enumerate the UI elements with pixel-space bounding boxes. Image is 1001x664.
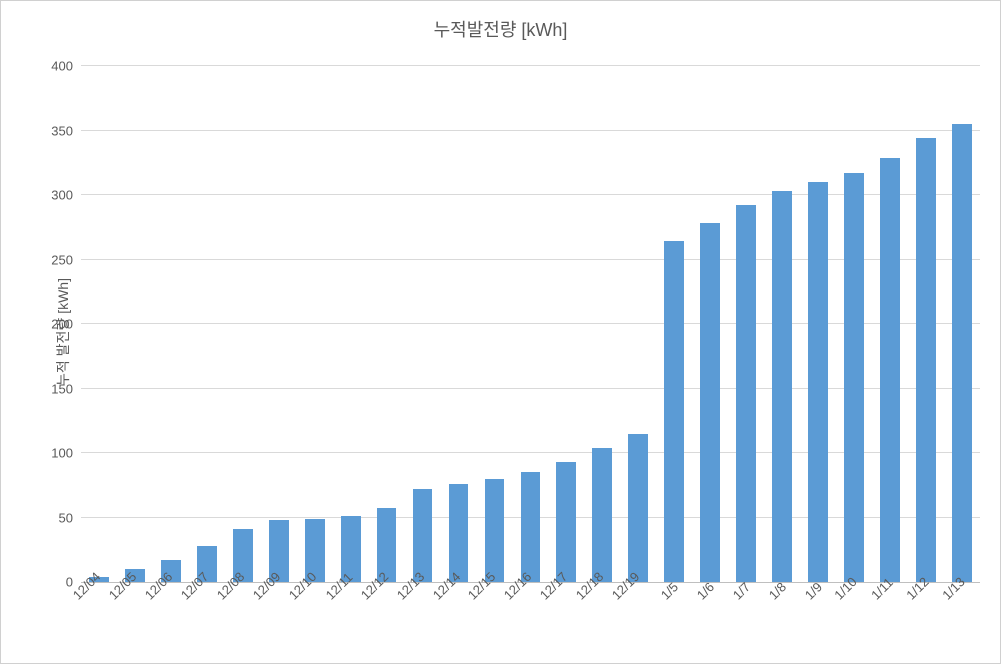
bar [952,124,972,582]
bar [556,462,576,582]
bar [449,484,469,582]
bar-slot: 12/15 [476,66,512,582]
bar [736,205,756,582]
x-tick-label: 1/9 [802,579,825,602]
bar-slot: 12/14 [441,66,477,582]
bar-slot: 12/04 [81,66,117,582]
bar [808,182,828,582]
bar-slot: 12/13 [405,66,441,582]
bar-slot: 1/8 [764,66,800,582]
bar [485,479,505,582]
bar-slot: 12/19 [620,66,656,582]
chart-title: 누적발전량 [kWh] [1,16,1000,42]
bar [772,191,792,582]
bar-slot: 12/16 [512,66,548,582]
y-tick-label: 200 [51,317,81,332]
bar-slot: 1/5 [656,66,692,582]
bar-slot: 12/11 [333,66,369,582]
bar [844,173,864,582]
bar-slot: 12/07 [189,66,225,582]
y-tick-label: 100 [51,446,81,461]
chart-container: 누적발전량 [kWh] 누적 발전량 [kWh] 050100150200250… [0,0,1001,664]
bar-slot: 1/7 [728,66,764,582]
y-tick-label: 50 [59,510,81,525]
x-tick-label: 1/7 [730,579,753,602]
bar-slot: 1/6 [692,66,728,582]
bar [700,223,720,582]
y-tick-label: 150 [51,381,81,396]
bar [880,158,900,582]
bar-slot: 1/13 [944,66,980,582]
bar-slot: 1/9 [800,66,836,582]
y-tick-label: 250 [51,252,81,267]
bar-slot: 12/08 [225,66,261,582]
bar-slot: 12/18 [584,66,620,582]
bar-slot: 12/05 [117,66,153,582]
bar-slot: 12/17 [548,66,584,582]
bar [413,489,433,582]
bar [628,434,648,582]
y-tick-label: 400 [51,59,81,74]
x-tick-label: 1/5 [658,579,681,602]
bar [664,241,684,582]
x-tick-label: 1/8 [766,579,789,602]
x-tick-label: 1/6 [694,579,717,602]
bar-slot: 1/11 [872,66,908,582]
bar [916,138,936,582]
bar-slot: 12/06 [153,66,189,582]
bar [521,472,541,582]
bar-slot: 1/10 [836,66,872,582]
bar-slot: 1/12 [908,66,944,582]
plot-area: 050100150200250300350400 12/0412/0512/06… [81,66,980,583]
y-tick-label: 350 [51,123,81,138]
bar-slot: 12/12 [369,66,405,582]
bar-slot: 12/09 [261,66,297,582]
bar-slot: 12/10 [297,66,333,582]
y-tick-label: 300 [51,188,81,203]
bars-group: 12/0412/0512/0612/0712/0812/0912/1012/11… [81,66,980,582]
y-axis-label: 누적 발전량 [kWh] [53,278,73,386]
bar [592,448,612,582]
